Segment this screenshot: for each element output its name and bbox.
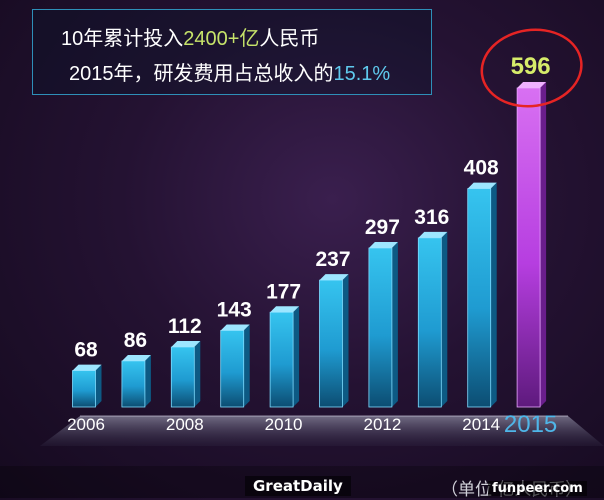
bar xyxy=(220,330,245,408)
summary-box: 10年累计投入2400+亿人民币 2015年，研发费用占总收入的15.1% xyxy=(32,9,432,95)
value-label: 596 xyxy=(511,53,551,80)
value-label: 86 xyxy=(124,329,147,352)
bar xyxy=(417,237,442,408)
rd-ratio-value: 15.1% xyxy=(333,63,391,85)
bar-side xyxy=(243,324,250,407)
x-tick-label: 2006 xyxy=(67,415,105,434)
bar xyxy=(368,247,393,408)
bar-side xyxy=(342,274,349,407)
bar-side xyxy=(490,182,497,407)
value-label: 68 xyxy=(74,339,98,362)
x-tick-label: 2008 xyxy=(166,415,204,434)
bar-side xyxy=(293,306,300,407)
value-label: 112 xyxy=(168,315,202,338)
bar-top xyxy=(220,324,250,331)
value-label: 297 xyxy=(365,216,400,239)
bar-side xyxy=(194,341,201,407)
summary-line-investment: 10年累计投入2400+亿人民币 xyxy=(61,22,319,51)
bar-top xyxy=(72,364,102,371)
bar-top xyxy=(270,306,300,313)
value-label: 237 xyxy=(315,248,350,271)
value-label: 316 xyxy=(414,206,449,229)
rd-ratio-prefix: 2015年，研发费用占总收入的 xyxy=(69,63,334,85)
bar-side xyxy=(391,242,398,407)
bar xyxy=(319,279,343,408)
bar-side xyxy=(540,82,547,407)
value-label: 143 xyxy=(217,298,252,321)
bar-side xyxy=(95,364,102,407)
bar-top xyxy=(517,82,547,88)
highlight-circle xyxy=(480,28,583,108)
watermark-greatdaily: GreatDaily xyxy=(245,476,351,496)
chart-floor xyxy=(40,416,604,446)
bar-top xyxy=(171,341,201,348)
bar-top xyxy=(319,274,349,281)
investment-prefix: 10年累计投入 xyxy=(61,28,184,50)
x-tick-label: 2014 xyxy=(462,415,500,434)
bar xyxy=(467,188,492,408)
bar xyxy=(269,311,294,408)
investment-amount: 2400+亿 xyxy=(183,28,260,50)
bar-top xyxy=(368,242,398,249)
x-tick-label: 2012 xyxy=(363,415,401,434)
bar-top xyxy=(467,182,497,189)
bar-top xyxy=(418,231,448,238)
x-tick-label: 2010 xyxy=(265,415,303,434)
bar-side xyxy=(144,354,151,407)
bar xyxy=(170,346,195,408)
investment-suffix: 人民币 xyxy=(259,28,320,50)
watermark-funpeer: funpeer.com xyxy=(488,481,587,496)
bar-top xyxy=(121,354,151,361)
summary-line-rd-ratio: 2015年，研发费用占总收入的15.1% xyxy=(69,57,390,86)
bar xyxy=(516,87,541,408)
bar xyxy=(72,370,96,408)
value-label: 177 xyxy=(266,280,301,303)
bar-side xyxy=(441,231,448,407)
bar xyxy=(121,360,146,408)
value-label: 408 xyxy=(464,157,499,180)
x-tick-label: 2015 xyxy=(504,411,557,438)
